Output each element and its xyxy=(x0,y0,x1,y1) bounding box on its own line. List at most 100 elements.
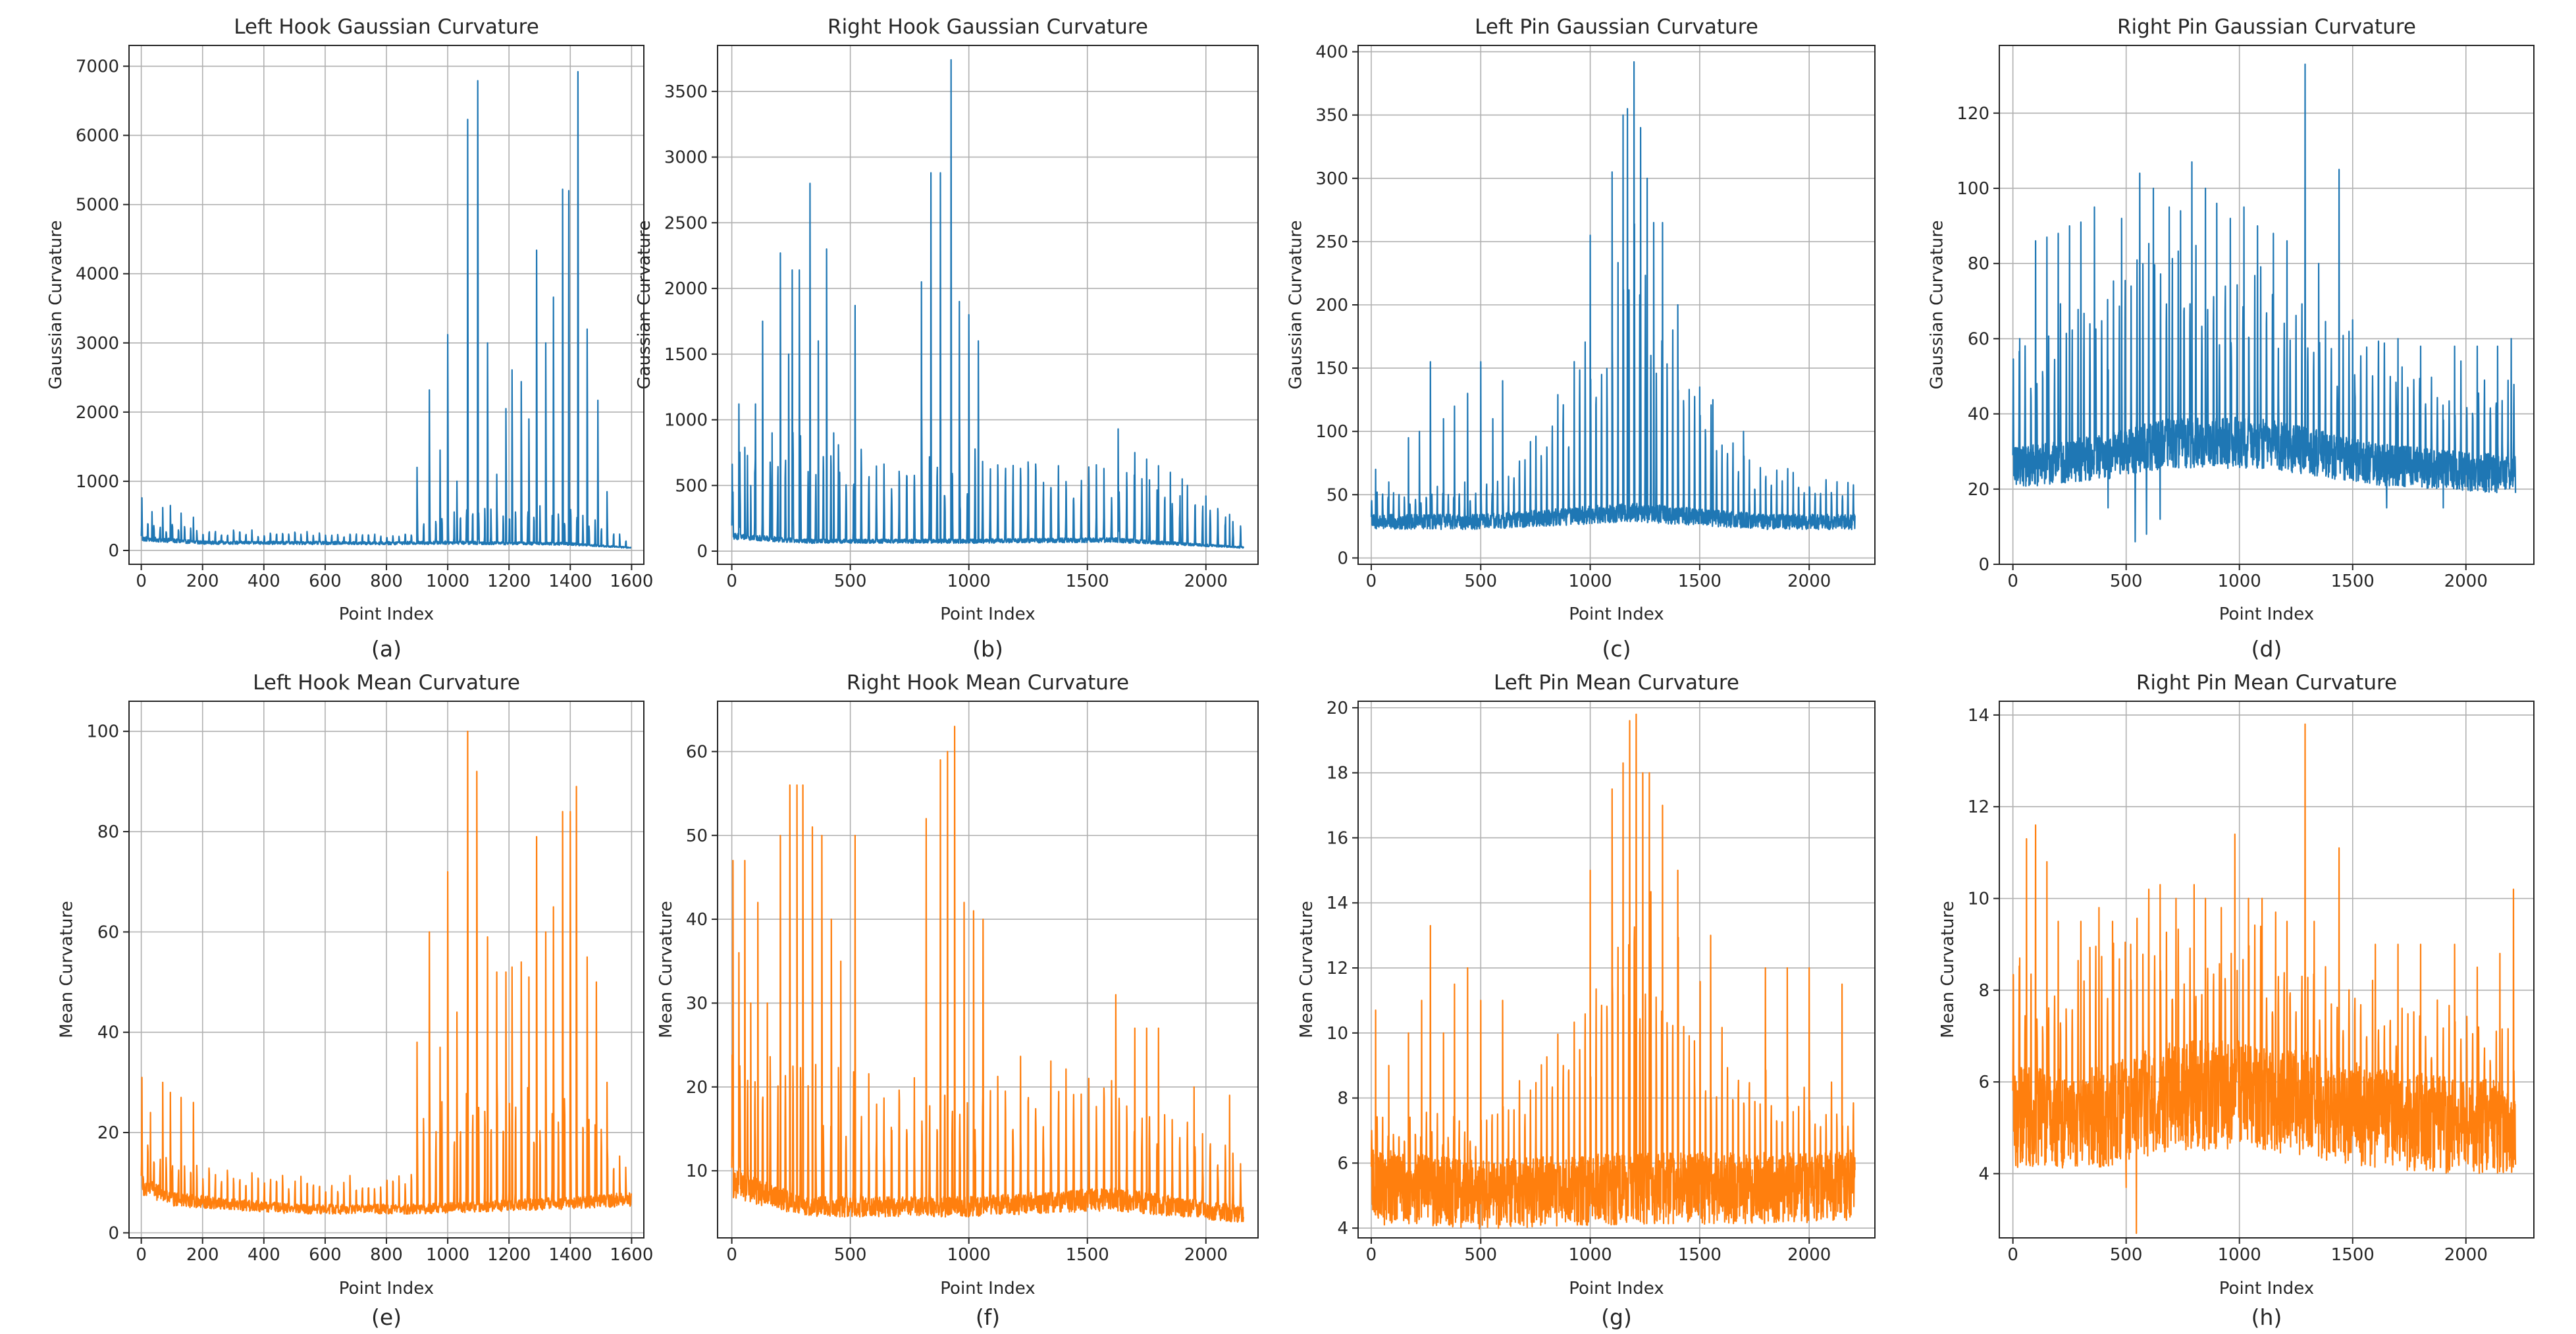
x-tick-label: 500 xyxy=(834,1245,867,1265)
x-tick-label: 1200 xyxy=(487,1245,531,1265)
x-tick-label: 1600 xyxy=(610,1245,653,1265)
y-axis-label: Gaussian Curvature xyxy=(46,221,66,390)
x-axis-label: Point Index xyxy=(940,1279,1035,1298)
x-tick-label: 1000 xyxy=(426,1245,469,1265)
y-tick-label: 40 xyxy=(686,910,708,930)
y-axis-label: Gaussian Curvature xyxy=(1286,221,1306,390)
x-tick-label: 1500 xyxy=(1066,1245,1109,1265)
y-tick-label: 100 xyxy=(1957,179,1989,199)
x-axis-label: Point Index xyxy=(1569,1279,1664,1298)
x-tick-label: 1000 xyxy=(2218,572,2261,591)
series-line xyxy=(731,726,1245,1223)
y-tick-label: 80 xyxy=(1968,254,1989,274)
y-tick-label: 18 xyxy=(1327,764,1348,784)
x-tick-label: 0 xyxy=(136,572,147,591)
axes-frame xyxy=(1999,45,2535,565)
y-tick-label: 20 xyxy=(1968,480,1989,500)
x-tick-label: 0 xyxy=(2007,1245,2018,1265)
y-tick-label: 3000 xyxy=(664,148,708,168)
panel-caption: (f) xyxy=(976,1304,1000,1330)
axes-frame xyxy=(717,701,1259,1239)
x-tick-label: 400 xyxy=(248,1245,280,1265)
x-tick-label: 1500 xyxy=(1678,1245,1722,1265)
x-axis-label: Point Index xyxy=(1569,604,1664,624)
x-tick-label: 500 xyxy=(2110,1245,2143,1265)
panel-caption: (h) xyxy=(2251,1304,2282,1330)
x-tick-label: 200 xyxy=(186,572,219,591)
y-tick-label: 8 xyxy=(1978,981,1989,1001)
axes-frame xyxy=(717,45,1259,565)
panel-f: 0 500 1000 1500 2000 10 20 30 40 50 60 Right Hook M… xyxy=(656,671,1259,1330)
series-line xyxy=(140,730,632,1215)
y-tick-label: 4 xyxy=(1337,1219,1348,1239)
y-tick-label: 5000 xyxy=(76,196,119,215)
x-tick-label: 1500 xyxy=(1678,572,1722,591)
y-tick-label: 6000 xyxy=(76,126,119,146)
y-tick-label: 6 xyxy=(1337,1154,1348,1173)
y-tick-label: 4 xyxy=(1978,1164,1989,1184)
x-tick-label: 0 xyxy=(1366,1245,1377,1265)
y-tick-label: 60 xyxy=(686,742,708,762)
series-line xyxy=(1370,61,1856,531)
x-tick-label: 1000 xyxy=(426,572,469,591)
axes-frame xyxy=(1357,701,1876,1239)
y-tick-label: 3000 xyxy=(76,334,119,354)
x-tick-label: 1500 xyxy=(2331,572,2375,591)
panel-c: 0 500 1000 1500 2000 0 50 100 150 200 250 300 350 400… xyxy=(1286,15,1876,662)
panel-title: Right Pin Gaussian Curvature xyxy=(2117,15,2416,39)
y-tick-label: 10 xyxy=(1327,1024,1348,1044)
x-tick-label: 800 xyxy=(370,1245,403,1265)
y-tick-label: 8 xyxy=(1337,1089,1348,1109)
y-tick-label: 20 xyxy=(686,1078,708,1098)
y-tick-label: 250 xyxy=(1315,232,1348,252)
x-tick-label: 2000 xyxy=(2444,572,2488,591)
y-tick-label: 10 xyxy=(1968,890,1989,909)
y-tick-label: 200 xyxy=(1315,296,1348,315)
y-tick-label: 100 xyxy=(86,722,119,742)
y-tick-label: 80 xyxy=(97,822,119,842)
x-tick-label: 500 xyxy=(834,572,867,591)
y-tick-label: 50 xyxy=(686,826,708,846)
x-tick-label: 600 xyxy=(309,1245,342,1265)
x-tick-label: 2000 xyxy=(1787,1245,1831,1265)
series-line xyxy=(1370,713,1856,1230)
x-tick-label: 500 xyxy=(1464,1245,1497,1265)
x-tick-label: 0 xyxy=(2007,572,2018,591)
series-line xyxy=(731,59,1245,549)
x-tick-label: 1500 xyxy=(2331,1245,2375,1265)
x-tick-label: 800 xyxy=(370,572,403,591)
y-tick-label: 0 xyxy=(108,541,119,561)
series-line xyxy=(2012,723,2517,1235)
x-tick-label: 1500 xyxy=(1066,572,1109,591)
y-tick-label: 50 xyxy=(1327,485,1348,505)
panel-title: Left Pin Mean Curvature xyxy=(1494,671,1739,695)
panel-g: 0 500 1000 1500 2000 4 6 8 10 12 14 16 18 20 Left Pin … xyxy=(1297,671,1876,1330)
y-tick-label: 3500 xyxy=(664,82,708,102)
y-axis-label: Mean Curvature xyxy=(1297,901,1317,1038)
x-tick-label: 1400 xyxy=(548,572,592,591)
x-tick-label: 200 xyxy=(186,1245,219,1265)
y-tick-label: 7000 xyxy=(76,57,119,77)
x-tick-label: 500 xyxy=(1464,572,1497,591)
panel-title: Right Pin Mean Curvature xyxy=(2136,671,2397,695)
y-tick-label: 0 xyxy=(697,542,708,562)
panel-caption: (g) xyxy=(1601,1304,1632,1330)
panel-caption: (c) xyxy=(1602,636,1631,662)
x-axis-label: Point Index xyxy=(2219,1279,2314,1298)
y-tick-label: 0 xyxy=(108,1223,119,1243)
panel-title: Left Pin Gaussian Curvature xyxy=(1475,15,1758,39)
y-tick-label: 2000 xyxy=(664,279,708,299)
y-tick-label: 16 xyxy=(1327,828,1348,848)
x-tick-label: 2000 xyxy=(1184,1245,1228,1265)
x-tick-label: 1000 xyxy=(1568,1245,1612,1265)
series-line xyxy=(2012,63,2517,543)
y-tick-label: 0 xyxy=(1978,555,1989,575)
x-tick-label: 500 xyxy=(2110,572,2143,591)
y-axis-label: Gaussian Curvature xyxy=(635,221,654,390)
x-tick-label: 1600 xyxy=(610,572,653,591)
y-tick-label: 40 xyxy=(97,1023,119,1043)
panel-caption: (d) xyxy=(2251,636,2282,662)
y-tick-label: 20 xyxy=(97,1123,119,1143)
y-tick-label: 1000 xyxy=(76,472,119,492)
